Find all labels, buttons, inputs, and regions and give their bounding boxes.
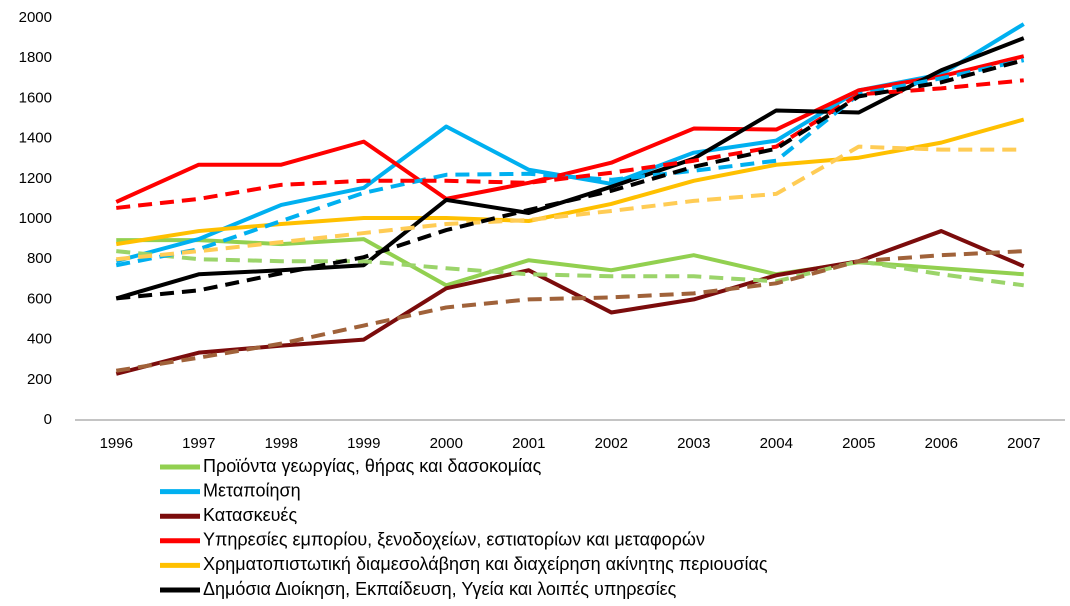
x-tick-label: 2004 xyxy=(760,435,793,452)
y-tick-label: 0 xyxy=(44,411,52,428)
y-tick-label: 400 xyxy=(27,331,52,348)
x-tick-label: 2006 xyxy=(925,435,958,452)
legend-label: Υπηρεσίες εμπορίου, ξενοδοχείων, εστιατο… xyxy=(203,530,705,550)
series-line xyxy=(115,54,1025,204)
x-tick-label: 1996 xyxy=(100,435,133,452)
legend-label: Χρηματοπιστωτική διαμεσολάβηση και διαχε… xyxy=(203,554,768,574)
x-tick-label: 2000 xyxy=(430,435,463,452)
x-tick-label: 2001 xyxy=(512,435,545,452)
dashed-line xyxy=(116,78,1024,210)
series-line xyxy=(115,229,1025,376)
y-tick-label: 1600 xyxy=(19,89,52,106)
series-line xyxy=(115,117,1025,247)
x-tick-label: 1997 xyxy=(182,435,215,452)
legend-label: Κατασκευές xyxy=(203,505,297,525)
y-tick-label: 2000 xyxy=(19,9,52,26)
x-tick-label: 2002 xyxy=(595,435,628,452)
dashed-line xyxy=(116,249,1025,288)
y-tick-label: 1800 xyxy=(19,49,52,66)
dashed-line xyxy=(116,58,1025,301)
x-tick-label: 2007 xyxy=(1007,435,1040,452)
y-tick-label: 1400 xyxy=(19,130,52,147)
x-tick-label: 2003 xyxy=(677,435,710,452)
dashed-line xyxy=(115,249,1024,373)
legend-label: Δημόσια Διοίκηση, Εκπαίδευση, Υγεία και … xyxy=(203,579,677,599)
y-tick-label: 200 xyxy=(27,371,52,388)
x-tick-label: 1998 xyxy=(265,435,298,452)
y-tick-label: 1200 xyxy=(19,170,52,187)
y-tick-label: 1000 xyxy=(19,210,52,227)
legend-label: Προϊόντα γεωργίας, θήρας και δασοκομίας xyxy=(203,456,542,476)
x-tick-label: 2005 xyxy=(842,435,875,452)
y-tick-label: 600 xyxy=(27,290,52,307)
dashed-line xyxy=(116,144,1024,262)
legend-label: Μεταποίηση xyxy=(203,480,301,500)
y-tick-label: 800 xyxy=(27,250,52,267)
x-tick-label: 1999 xyxy=(347,435,380,452)
